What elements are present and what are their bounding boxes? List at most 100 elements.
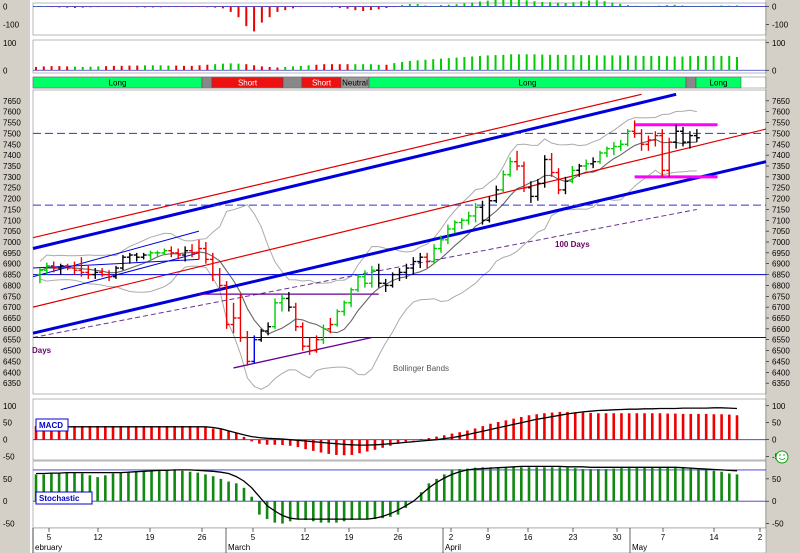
price-tick-label-right: 7350	[772, 162, 790, 171]
second-osc-bar	[377, 64, 380, 71]
stochastic-histogram-bar	[281, 501, 284, 524]
second-osc-bar	[369, 64, 372, 71]
macd-histogram-bar	[643, 413, 646, 440]
second-osc-bar	[73, 66, 76, 71]
month-label: April	[445, 543, 461, 552]
macd-histogram-bar	[319, 439, 323, 453]
second-osc-bar	[478, 55, 481, 71]
macd-histogram-bar	[273, 439, 277, 445]
date-tick-label: 19	[146, 533, 155, 542]
macd-histogram-bar	[627, 413, 631, 440]
second-osc-bar	[440, 58, 443, 71]
top-osc-bar	[338, 6, 341, 8]
top-osc-bar	[159, 6, 162, 8]
macd-histogram-bar	[435, 436, 438, 440]
second-osc-bar	[182, 65, 185, 71]
macd-label-box: MACD	[35, 418, 69, 432]
annotation-bollinger-bands: Bollinger Bands	[393, 364, 449, 373]
second-osc-bar	[284, 66, 287, 71]
second-osc-bar	[416, 60, 419, 71]
stochastic-histogram-bar	[520, 467, 523, 502]
top-osc-bar	[346, 6, 349, 9]
top-osc-bar	[393, 6, 396, 8]
stochastic-histogram-bar	[442, 474, 446, 502]
top-osc-bar	[42, 6, 45, 8]
macd-histogram-bar	[566, 411, 569, 440]
stochastic-histogram-bar	[643, 467, 646, 502]
top-osc-bar	[704, 6, 707, 7]
smiley-icon[interactable]	[775, 450, 789, 464]
top-osc-bar	[611, 2, 614, 7]
second-osc-bar	[362, 64, 365, 71]
macd-histogram-bar	[288, 439, 292, 446]
date-tick-label: 23	[569, 533, 578, 542]
price-tick-label-right: 7000	[772, 238, 790, 247]
macd-histogram-bar	[404, 439, 408, 442]
top-osc-bar	[237, 6, 240, 18]
macd-histogram-bar	[211, 428, 215, 440]
price-tick-label-right: 7450	[772, 140, 790, 149]
second-osc-bar	[580, 55, 583, 71]
macd-histogram-bar	[650, 413, 654, 440]
macd-histogram-bar	[181, 426, 184, 440]
stochastic-histogram-bar	[312, 501, 315, 522]
top-osc-bar	[276, 6, 279, 12]
second-osc-bar	[541, 54, 544, 71]
stochastic-histogram-bar	[365, 501, 369, 520]
stochastic-histogram-bar	[481, 467, 485, 502]
stochastic-histogram-bar	[319, 501, 323, 523]
second-osc-bar	[642, 55, 645, 71]
price-tick-label-left: 6700	[3, 303, 21, 312]
macd-histogram-bar	[427, 437, 431, 440]
top-osc-bar	[401, 5, 404, 7]
price-tick-label-right: 6350	[772, 379, 790, 388]
price-tick-label-right: 6950	[772, 249, 790, 258]
second-osc-bar	[658, 55, 661, 71]
macd-histogram-bar	[589, 412, 592, 440]
second-osc-bar	[533, 54, 536, 71]
macd-histogram-bar	[681, 413, 685, 440]
macd-histogram-bar	[558, 411, 562, 440]
stochastic-histogram-bar	[42, 474, 46, 502]
top-osc-bar	[112, 6, 115, 8]
second-osc-bar	[214, 64, 217, 71]
macd-tick-label-left: -50	[3, 453, 15, 462]
top-osc-bar	[455, 4, 458, 7]
macd-tick-label-right: 100	[772, 402, 786, 411]
second-osc-bar	[299, 65, 302, 71]
price-tick-label-left: 6950	[3, 249, 21, 258]
top-osc-bar	[206, 6, 209, 8]
top-osc-tick-label-left: -100	[3, 20, 20, 29]
price-line-early-trend-3	[60, 252, 200, 291]
date-tick-label: 2	[758, 533, 763, 542]
macd-histogram-bar	[389, 439, 392, 446]
signal-segment-label: Long	[710, 79, 728, 88]
top-osc-bar	[81, 6, 84, 8]
stochastic-panel: 50 50 0 0 -50 -50	[3, 460, 784, 529]
macd-histogram-bar	[65, 426, 69, 440]
date-tick-label: 5	[47, 533, 52, 542]
second-osc-bar	[572, 55, 575, 71]
top-osc-bar	[728, 5, 731, 7]
stochastic-histogram-bar	[181, 470, 184, 502]
price-tick-label-left: 6800	[3, 281, 21, 290]
macd-histogram-bar	[381, 439, 384, 448]
top-osc-bar	[260, 6, 263, 23]
second-oscillator-panel: 0 0 100 100	[3, 39, 786, 76]
top-osc-bar	[697, 6, 700, 7]
top-osc-bar	[307, 6, 310, 8]
macd-histogram-bar	[196, 426, 200, 440]
price-tick-label-right: 7600	[772, 108, 790, 117]
top-osc-tick-label-left: 0	[3, 3, 8, 12]
stochastic-histogram-bar	[104, 475, 107, 502]
second-osc-bar	[502, 54, 505, 71]
price-tick-label-right: 7250	[772, 184, 790, 193]
second-osc-bar	[35, 66, 37, 71]
stochastic-histogram-bar	[589, 469, 592, 502]
macd-histogram-bar	[281, 439, 284, 446]
macd-histogram-bar	[150, 426, 153, 440]
macd-histogram-bar	[127, 426, 130, 440]
top-osc-bar	[167, 6, 170, 8]
stochastic-histogram-bar	[119, 472, 123, 502]
